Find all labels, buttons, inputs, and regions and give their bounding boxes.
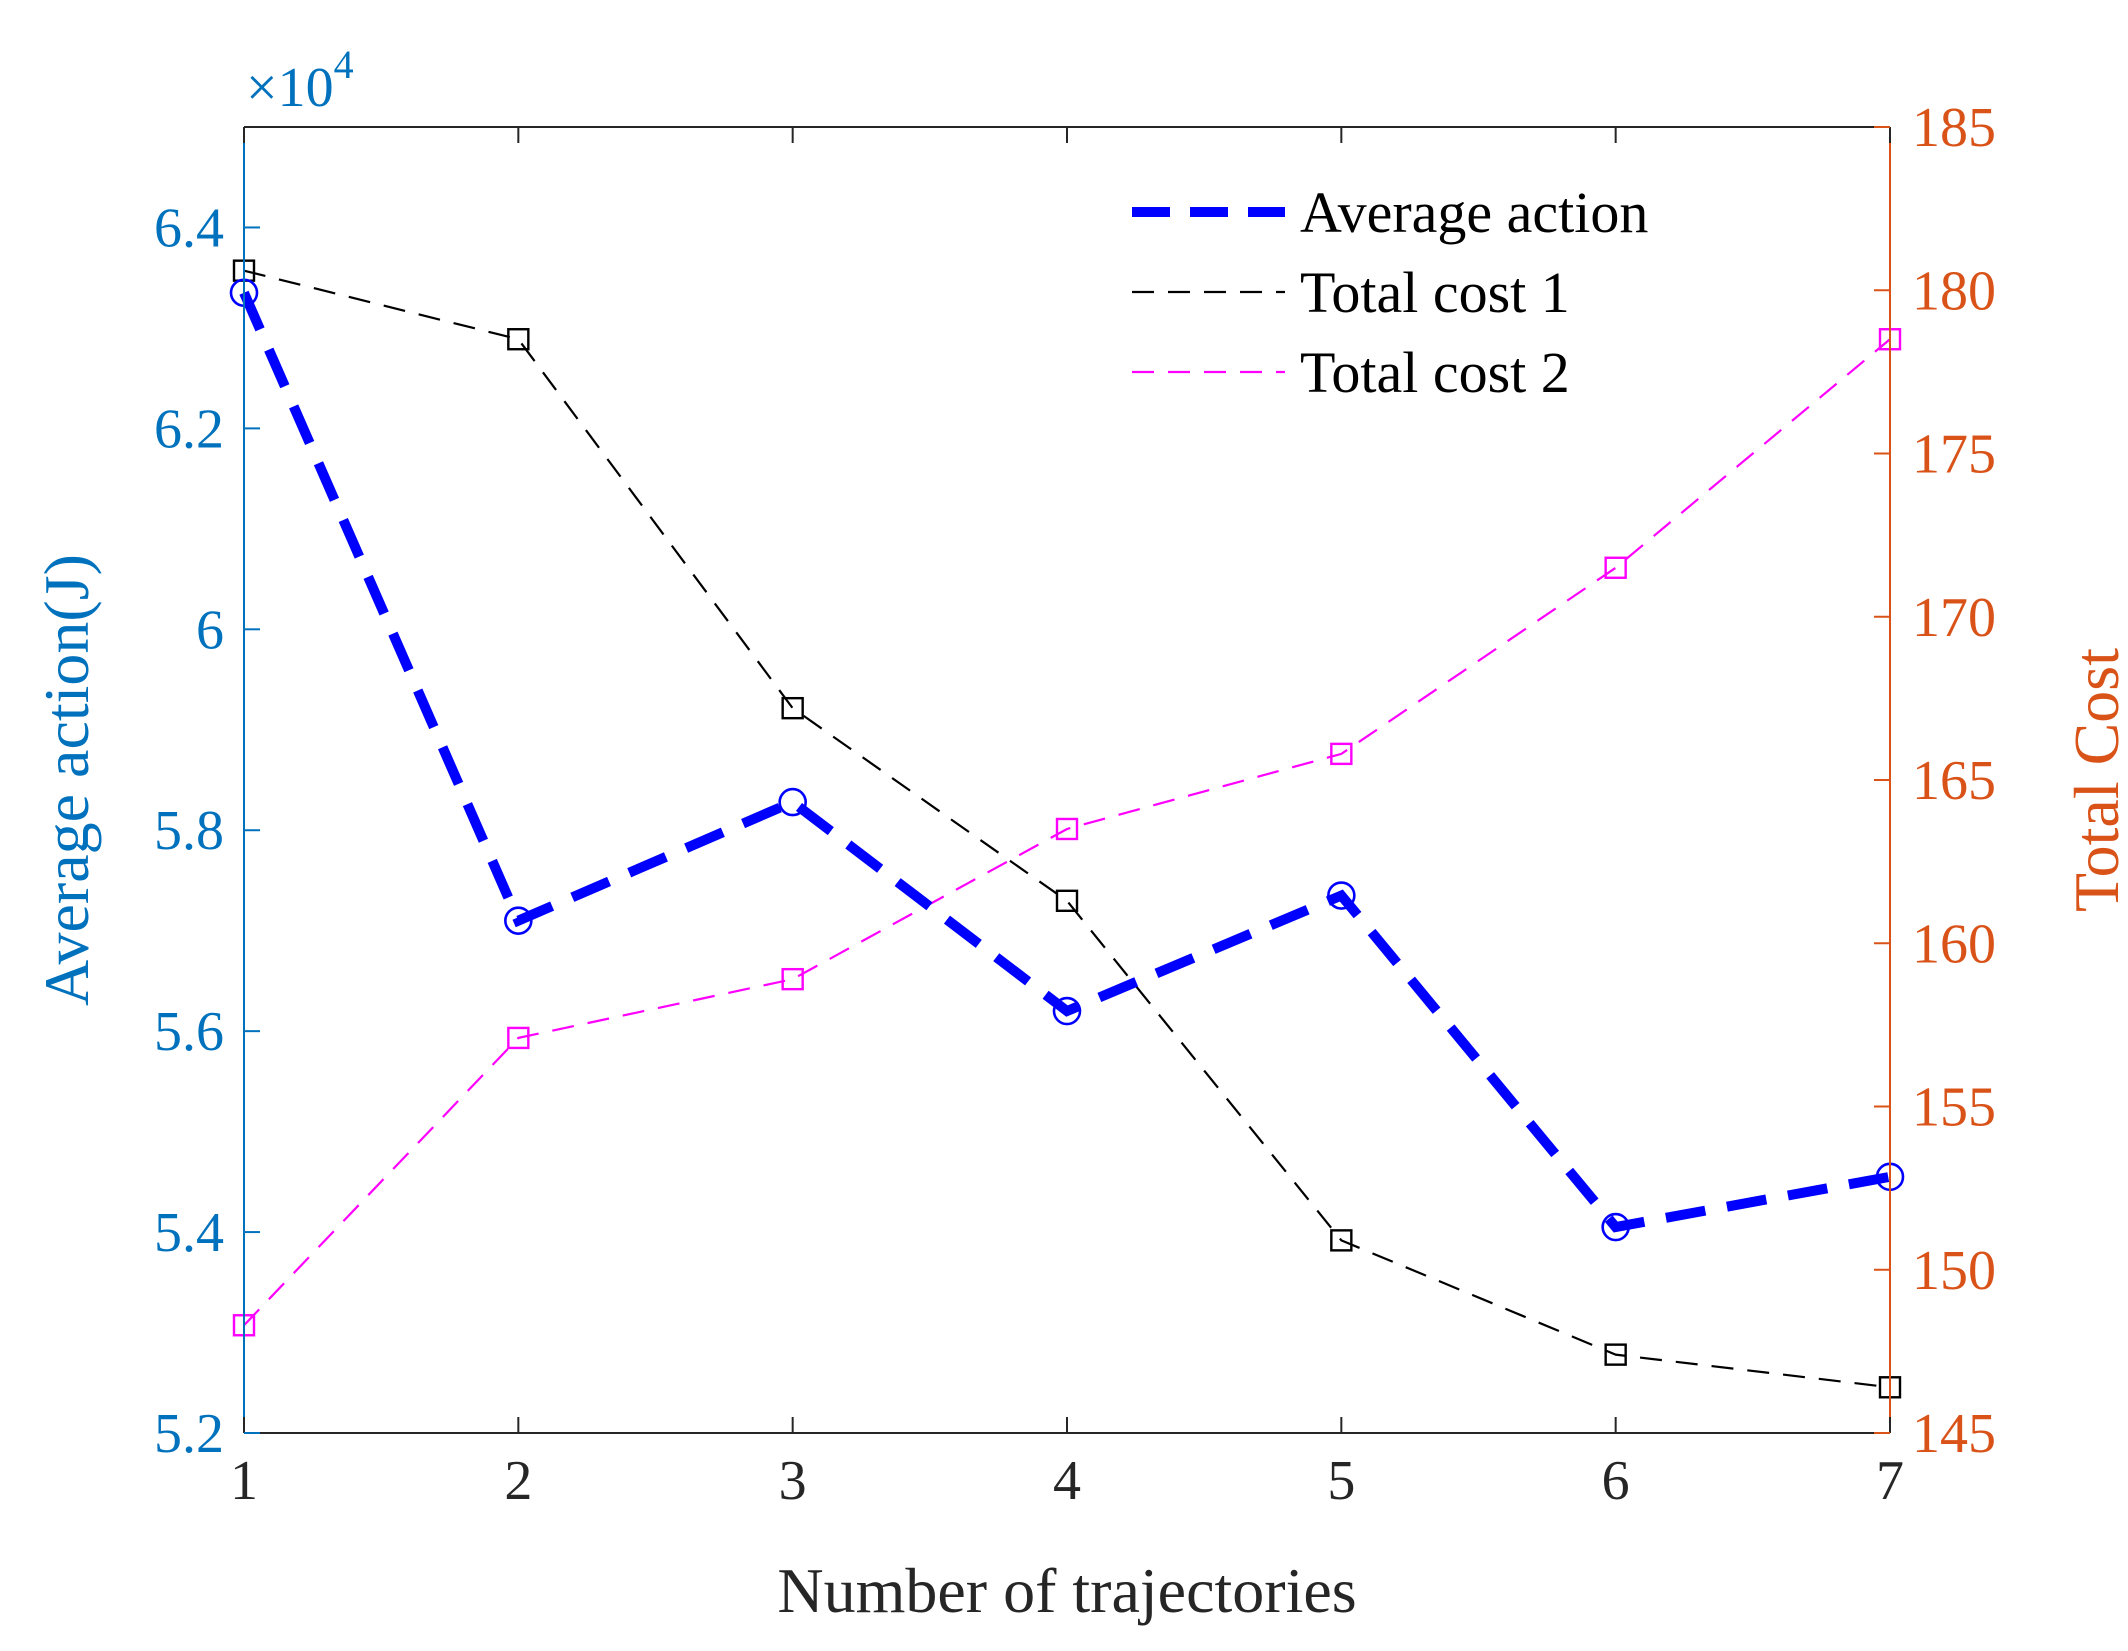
x-tick-label: 3 bbox=[779, 1450, 807, 1512]
y-axis-left-label: Average action(J) bbox=[31, 554, 102, 1006]
x-tick-label: 6 bbox=[1602, 1450, 1630, 1512]
y-right-tick-label: 165 bbox=[1912, 750, 1996, 812]
ticks-layer: 1 2 3 4 5 6 7 5.2 5.4 5.6 5.8 6 6.2 6.4 145 150 155 160 16… bbox=[154, 97, 1996, 1512]
y-right-tick-label: 170 bbox=[1912, 587, 1996, 649]
y-right-tick-label: 185 bbox=[1912, 97, 1996, 159]
y-axis-left-exponent: ×104 bbox=[246, 42, 354, 119]
plot-background bbox=[244, 127, 1890, 1433]
data-point-total-cost-1 bbox=[507, 328, 530, 351]
y-left-tick-label: 5.4 bbox=[154, 1202, 224, 1264]
y-right-tick-label: 160 bbox=[1912, 913, 1996, 975]
data-point-total-cost-1 bbox=[781, 696, 804, 720]
data-point-total-cost-1 bbox=[1604, 1343, 1627, 1366]
legend-label-total-cost-1: Total cost 1 bbox=[1300, 260, 1570, 325]
y-left-tick-label: 6 bbox=[196, 599, 224, 661]
data-point-total-cost-2 bbox=[1604, 556, 1627, 579]
labels-layer: Number of trajectories Average action(J)… bbox=[31, 42, 2128, 1626]
data-point-average-action bbox=[1327, 881, 1356, 910]
data-point-total-cost-2 bbox=[1055, 817, 1079, 841]
series-line-average-action bbox=[239, 290, 1891, 1233]
data-point-average-action bbox=[504, 906, 533, 935]
legend-item-total-cost-1: Total cost 1 bbox=[1132, 260, 1570, 325]
exponent-power: 4 bbox=[334, 42, 354, 87]
x-tick-label: 1 bbox=[230, 1450, 258, 1512]
data-point-total-cost-2 bbox=[1330, 742, 1353, 766]
data-point-total-cost-1 bbox=[1055, 889, 1079, 913]
data-point-total-cost-2 bbox=[507, 1026, 530, 1050]
data-point-average-action bbox=[1052, 996, 1082, 1026]
y-left-tick-label: 5.8 bbox=[154, 800, 224, 862]
legend-item-average-action: Average action bbox=[1132, 180, 1648, 245]
y-left-tick-label: 5.6 bbox=[154, 1001, 224, 1063]
data-point-average-action bbox=[778, 787, 807, 817]
legend-item-total-cost-2: Total cost 2 bbox=[1132, 340, 1570, 405]
x-tick-label: 2 bbox=[504, 1450, 532, 1512]
y-left-tick-label: 6.2 bbox=[154, 398, 224, 460]
exponent-base: ×10 bbox=[246, 57, 334, 119]
y-right-tick-label: 180 bbox=[1912, 260, 1996, 322]
data-point-total-cost-1 bbox=[1330, 1229, 1353, 1252]
y-right-tick-label: 175 bbox=[1912, 424, 1996, 486]
x-tick-label: 4 bbox=[1053, 1450, 1081, 1512]
y-right-tick-label: 145 bbox=[1912, 1403, 1996, 1465]
data-point-average-action bbox=[1601, 1212, 1630, 1242]
legend-label-average-action: Average action bbox=[1300, 180, 1648, 245]
x-tick-label: 5 bbox=[1327, 1450, 1355, 1512]
series-line-total-cost-2 bbox=[243, 338, 1891, 1327]
legend-label-total-cost-2: Total cost 2 bbox=[1300, 340, 1570, 405]
legend: Average action Total cost 1 Total cost 2 bbox=[1132, 180, 1648, 405]
y-left-tick-label: 5.2 bbox=[154, 1403, 224, 1465]
data-point-total-cost-2 bbox=[781, 967, 804, 991]
x-tick-label: 7 bbox=[1876, 1450, 1904, 1512]
x-axis-label: Number of trajectories bbox=[777, 1555, 1356, 1626]
series-line-total-cost-1 bbox=[243, 269, 1891, 1389]
y-right-tick-label: 150 bbox=[1912, 1240, 1996, 1302]
y-right-tick-label: 155 bbox=[1912, 1077, 1996, 1139]
y-left-tick-label: 6.4 bbox=[154, 197, 224, 259]
y-axis-right-label: Total Cost bbox=[2061, 648, 2128, 912]
